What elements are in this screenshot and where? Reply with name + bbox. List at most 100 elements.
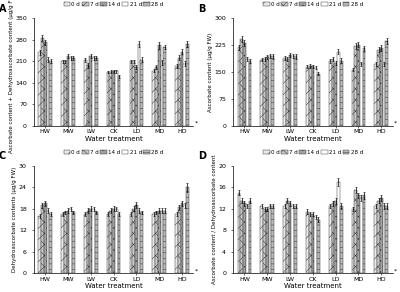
Bar xyxy=(374,206,377,273)
Bar xyxy=(266,209,269,273)
Bar xyxy=(360,198,362,273)
Y-axis label: Ascorbate content (μg/g FW): Ascorbate content (μg/g FW) xyxy=(208,33,213,112)
Bar xyxy=(240,39,243,126)
Bar xyxy=(72,212,75,273)
Bar xyxy=(309,214,312,273)
Bar xyxy=(354,190,357,273)
Bar xyxy=(155,212,158,273)
Bar xyxy=(118,77,120,126)
Bar xyxy=(44,42,46,126)
Bar xyxy=(67,211,69,273)
Bar xyxy=(337,182,340,273)
Y-axis label: Dehydroascorbate contents (μg/g FW): Dehydroascorbate contents (μg/g FW) xyxy=(12,167,18,272)
Bar xyxy=(90,56,92,126)
Bar xyxy=(289,55,292,126)
Bar xyxy=(238,47,240,126)
Bar xyxy=(140,60,143,126)
Bar xyxy=(329,61,332,126)
Text: *: * xyxy=(195,121,198,126)
Bar xyxy=(312,67,314,126)
Bar xyxy=(306,211,309,273)
Bar xyxy=(260,60,263,126)
Bar xyxy=(69,209,72,273)
Bar xyxy=(46,211,49,273)
X-axis label: Water treatment: Water treatment xyxy=(284,136,342,142)
Bar xyxy=(64,212,67,273)
Bar xyxy=(269,56,271,126)
Bar xyxy=(163,47,166,126)
Bar xyxy=(332,59,334,126)
Bar xyxy=(286,201,289,273)
Bar xyxy=(334,201,337,273)
Bar xyxy=(294,206,297,273)
Bar xyxy=(357,195,360,273)
Bar xyxy=(286,59,289,126)
Bar xyxy=(377,50,380,126)
Bar xyxy=(115,209,118,273)
Bar xyxy=(294,56,297,126)
Bar xyxy=(243,204,246,273)
Bar xyxy=(175,66,178,126)
Bar xyxy=(383,206,385,273)
Bar xyxy=(132,209,135,273)
Bar xyxy=(385,41,388,126)
Bar xyxy=(360,64,362,126)
Bar xyxy=(158,46,160,126)
Bar xyxy=(41,38,44,126)
Bar xyxy=(263,59,266,126)
Bar xyxy=(69,58,72,126)
Bar xyxy=(383,64,385,126)
Bar xyxy=(95,212,98,273)
Text: A: A xyxy=(0,4,6,14)
Bar xyxy=(84,60,87,126)
Bar xyxy=(130,214,132,273)
X-axis label: Water treatment: Water treatment xyxy=(284,283,342,289)
Bar xyxy=(377,201,380,273)
Bar xyxy=(354,46,357,126)
Bar xyxy=(38,216,41,273)
Bar xyxy=(260,206,263,273)
Text: D: D xyxy=(198,152,206,161)
Bar xyxy=(340,206,342,273)
Bar xyxy=(61,214,64,273)
Text: *: * xyxy=(394,121,398,126)
Bar xyxy=(160,62,163,126)
Bar xyxy=(118,214,120,273)
Bar xyxy=(87,211,90,273)
Bar xyxy=(352,70,354,126)
Bar xyxy=(49,61,52,126)
Bar xyxy=(46,60,49,126)
Bar xyxy=(271,206,274,273)
Bar xyxy=(152,71,155,126)
Bar xyxy=(357,45,360,126)
Bar xyxy=(132,61,135,126)
Bar xyxy=(67,56,69,126)
Bar xyxy=(112,71,115,126)
Y-axis label: Ascorbate content + Dehydroascorbate content (μg/g FW): Ascorbate content + Dehydroascorbate con… xyxy=(9,0,14,153)
Bar xyxy=(95,58,98,126)
Bar xyxy=(72,58,75,126)
Bar xyxy=(175,214,178,273)
Bar xyxy=(240,201,243,273)
Bar xyxy=(238,193,240,273)
X-axis label: Water treatment: Water treatment xyxy=(85,283,142,289)
Bar xyxy=(64,61,67,126)
Bar xyxy=(87,65,90,126)
Bar xyxy=(110,211,112,273)
Bar xyxy=(306,67,309,126)
Bar xyxy=(186,44,189,126)
Bar xyxy=(160,211,163,273)
Bar xyxy=(362,195,365,273)
Bar xyxy=(181,204,183,273)
Bar xyxy=(289,204,292,273)
Bar xyxy=(292,56,294,126)
Bar xyxy=(380,48,383,126)
Text: B: B xyxy=(198,4,205,14)
Bar xyxy=(90,209,92,273)
Bar xyxy=(158,211,160,273)
Bar xyxy=(163,211,166,273)
Bar xyxy=(314,67,317,126)
Bar xyxy=(314,217,317,273)
Bar xyxy=(135,205,138,273)
Bar xyxy=(337,52,340,126)
